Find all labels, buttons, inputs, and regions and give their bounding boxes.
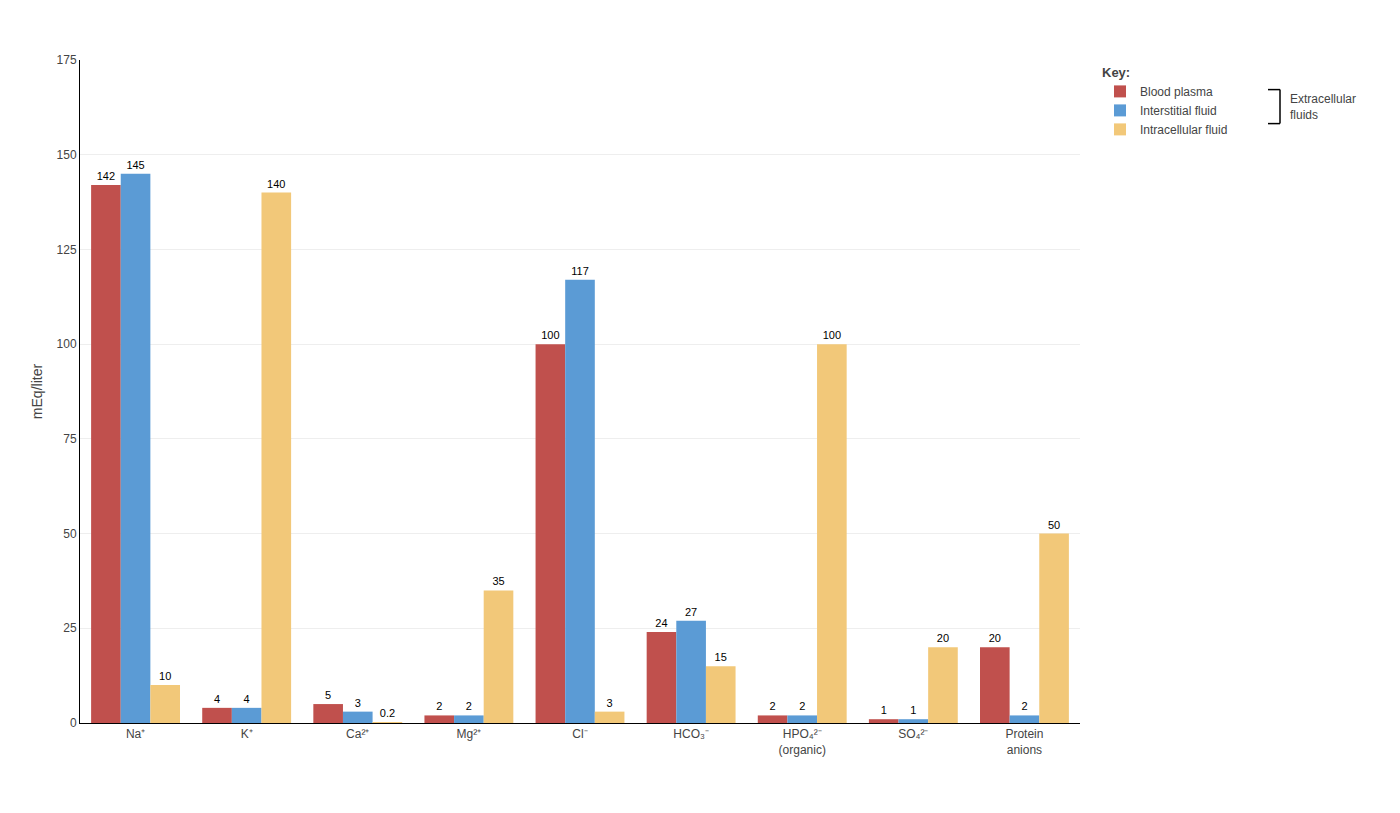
svg-text:20: 20 (989, 632, 1001, 644)
svg-text:125: 125 (57, 243, 77, 257)
svg-text:0: 0 (70, 716, 77, 730)
svg-text:50: 50 (63, 527, 77, 541)
svg-text:142: 142 (97, 170, 115, 182)
svg-text:HPO₄²⁻(organic): HPO₄²⁻(organic) (779, 727, 826, 757)
svg-text:100: 100 (823, 329, 841, 341)
svg-text:20: 20 (937, 632, 949, 644)
svg-text:Extracellularfluids: Extracellularfluids (1290, 92, 1356, 122)
svg-text:1: 1 (910, 704, 916, 716)
svg-text:35: 35 (492, 575, 504, 587)
svg-text:SO₄²⁻: SO₄²⁻ (898, 727, 928, 741)
svg-text:145: 145 (126, 159, 144, 171)
svg-text:2: 2 (466, 700, 472, 712)
svg-text:140: 140 (267, 178, 285, 190)
svg-text:1: 1 (881, 704, 887, 716)
svg-text:0.2: 0.2 (380, 707, 395, 719)
svg-text:10: 10 (159, 670, 171, 682)
svg-text:5: 5 (325, 689, 331, 701)
svg-text:27: 27 (685, 606, 697, 618)
svg-text:2: 2 (1021, 700, 1027, 712)
svg-text:2: 2 (799, 700, 805, 712)
svg-text:117: 117 (571, 265, 589, 277)
svg-text:HCO₃⁻: HCO₃⁻ (673, 727, 709, 741)
svg-text:100: 100 (57, 337, 77, 351)
svg-text:Blood plasma: Blood plasma (1140, 85, 1213, 99)
svg-text:K⁺: K⁺ (241, 727, 253, 741)
svg-text:Intracellular fluid: Intracellular fluid (1140, 123, 1227, 137)
svg-text:Cl⁻: Cl⁻ (572, 727, 587, 741)
svg-text:Proteinanions: Proteinanions (1005, 727, 1043, 757)
svg-text:2: 2 (770, 700, 776, 712)
svg-text:75: 75 (63, 432, 77, 446)
svg-text:24: 24 (655, 617, 667, 629)
svg-text:Mg²⁺: Mg²⁺ (457, 727, 482, 741)
svg-text:Ca²⁺: Ca²⁺ (346, 727, 369, 741)
svg-text:mEq/liter: mEq/liter (29, 364, 45, 420)
svg-text:150: 150 (57, 148, 77, 162)
svg-text:Key:: Key: (1102, 65, 1130, 80)
svg-text:25: 25 (63, 621, 77, 635)
svg-text:3: 3 (607, 697, 613, 709)
svg-text:3: 3 (355, 697, 361, 709)
svg-text:100: 100 (541, 329, 559, 341)
svg-text:50: 50 (1048, 519, 1060, 531)
svg-text:175: 175 (57, 53, 77, 67)
svg-text:2: 2 (436, 700, 442, 712)
svg-text:Na⁺: Na⁺ (126, 727, 145, 741)
svg-text:Interstitial fluid: Interstitial fluid (1140, 104, 1217, 118)
svg-text:15: 15 (715, 651, 727, 663)
svg-text:4: 4 (244, 693, 250, 705)
svg-text:4: 4 (214, 693, 220, 705)
